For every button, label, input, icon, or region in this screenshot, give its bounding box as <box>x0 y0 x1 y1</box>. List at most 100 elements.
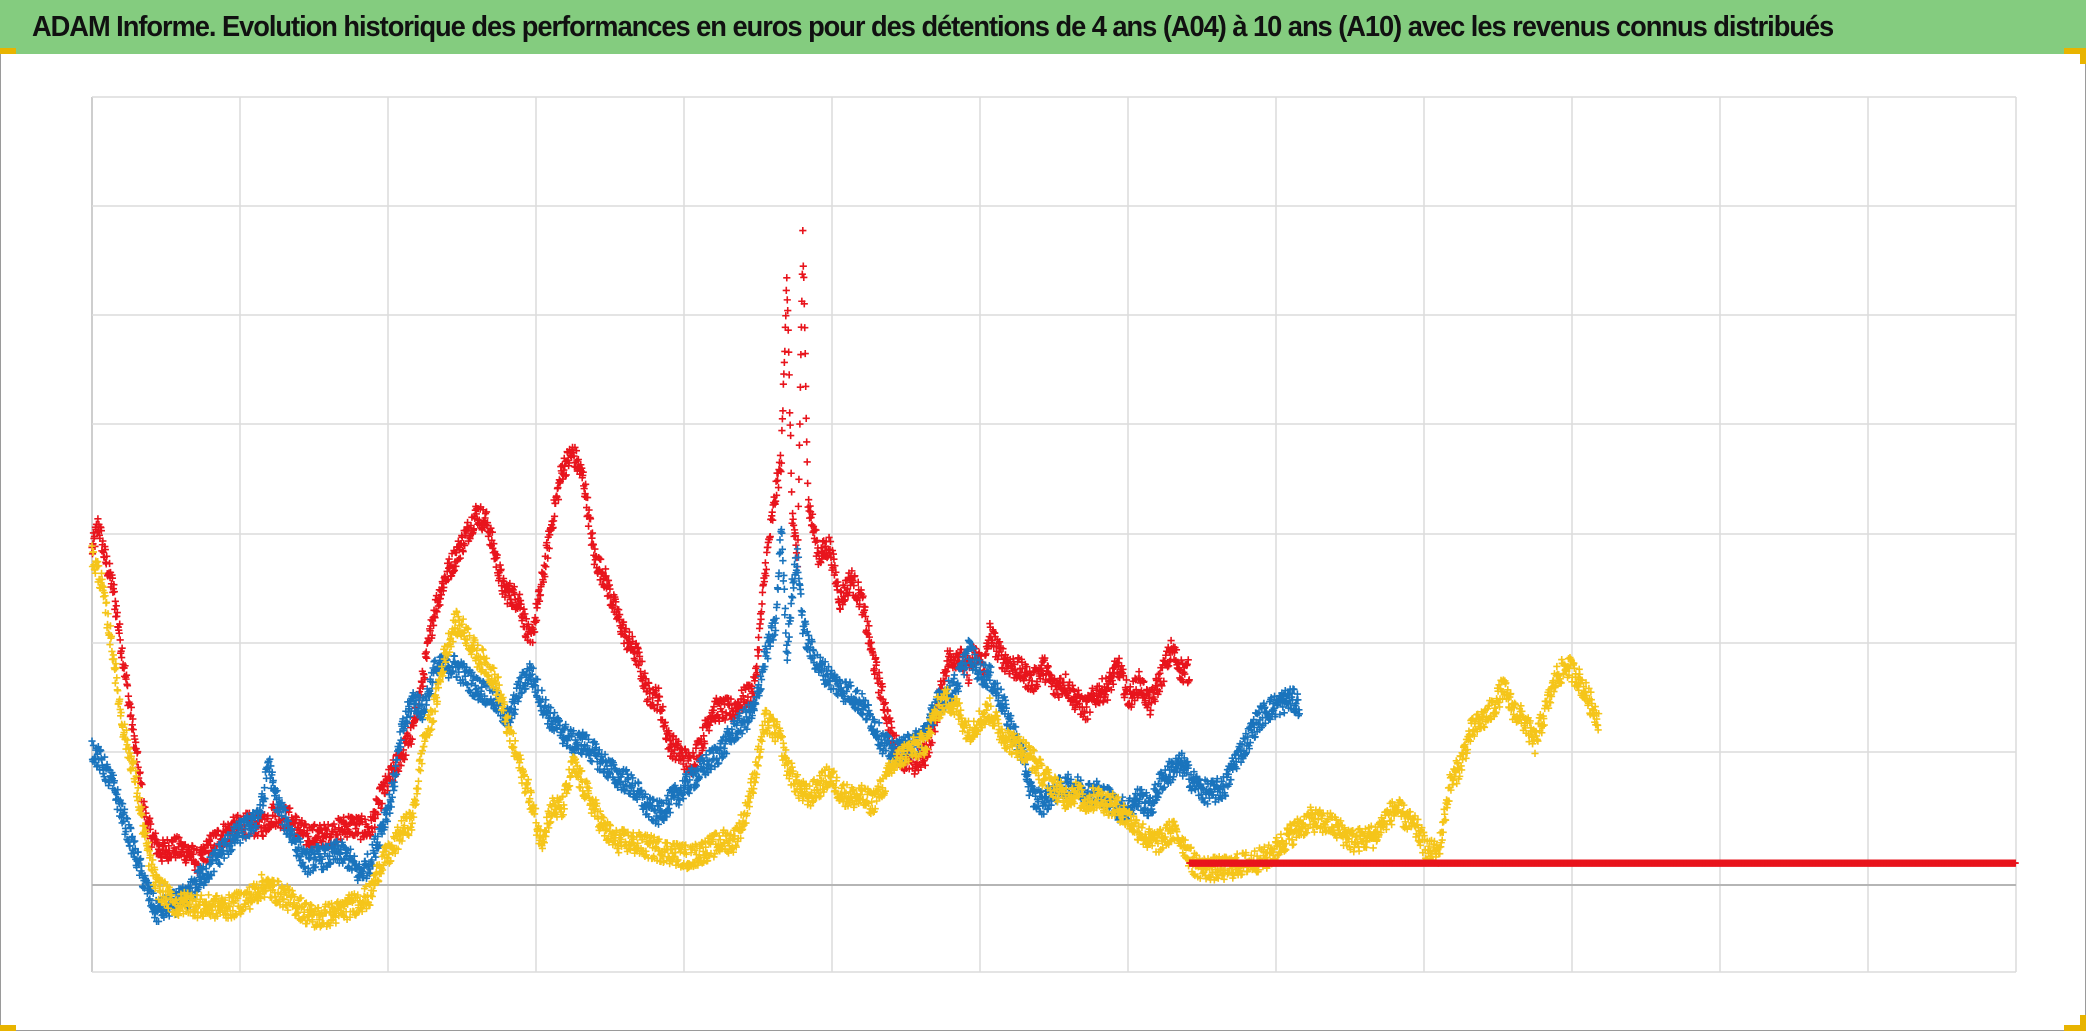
data-point-marker <box>371 814 379 823</box>
data-point-marker <box>443 567 451 576</box>
data-point-marker <box>799 226 807 235</box>
data-point-marker <box>778 426 786 435</box>
data-point-marker <box>802 382 810 391</box>
data-point-marker <box>298 817 306 825</box>
data-point-marker <box>784 649 792 657</box>
data-point-marker <box>429 621 438 630</box>
data-point-marker <box>803 438 811 446</box>
data-point-marker <box>116 620 124 628</box>
data-point-marker <box>773 476 782 485</box>
data-point-marker <box>1025 791 1033 799</box>
data-point-marker <box>136 768 144 776</box>
data-point-marker <box>94 515 102 523</box>
data-point-marker <box>118 653 126 662</box>
data-point-marker <box>436 601 444 609</box>
data-point-marker <box>113 674 121 682</box>
data-point-marker <box>1062 670 1070 678</box>
data-point-marker <box>787 431 795 440</box>
data-point-marker <box>785 633 793 641</box>
data-point-marker <box>103 552 111 560</box>
data-point-marker <box>111 665 119 674</box>
data-point-marker <box>123 682 132 690</box>
data-point-marker <box>782 286 790 294</box>
data-point-marker <box>785 348 793 356</box>
data-point-marker <box>762 565 770 574</box>
data-point-marker <box>354 828 362 837</box>
data-point-marker <box>138 780 146 789</box>
data-point-marker <box>783 296 791 304</box>
data-point-marker <box>155 841 164 849</box>
data-point-marker <box>796 383 804 391</box>
data-point-marker <box>436 595 444 603</box>
data-point-marker <box>788 488 796 496</box>
data-point-marker <box>378 799 386 808</box>
data-point-marker <box>776 451 785 460</box>
data-point-marker <box>793 545 802 553</box>
data-point-marker <box>795 475 803 483</box>
data-point-marker <box>158 857 166 865</box>
data-point-marker <box>410 722 418 730</box>
data-point-marker <box>779 380 787 388</box>
data-point-marker <box>170 844 178 852</box>
data-point-marker <box>330 820 338 828</box>
data-point-marker <box>785 371 793 379</box>
data-point-marker <box>853 686 861 695</box>
data-point-marker <box>486 541 494 549</box>
data-point-marker <box>780 358 788 367</box>
data-point-marker <box>778 415 787 423</box>
data-point-marker <box>431 614 439 622</box>
data-point-marker <box>331 825 339 834</box>
data-point-marker <box>131 735 139 743</box>
data-point-marker <box>540 561 548 569</box>
corner-marker-bottom-right <box>2064 1015 2086 1031</box>
data-point-marker <box>461 541 469 550</box>
data-point-marker <box>129 726 137 734</box>
data-point-marker <box>137 779 145 787</box>
data-point-marker <box>805 496 813 504</box>
data-point-marker <box>754 652 762 660</box>
data-point-marker <box>779 407 787 415</box>
data-point-marker <box>538 686 546 695</box>
data-point-marker <box>779 557 787 565</box>
data-point-marker <box>97 527 105 535</box>
data-point-marker <box>452 562 460 570</box>
data-point-marker <box>371 823 379 831</box>
data-point-marker <box>115 629 123 637</box>
data-point-marker <box>799 262 807 270</box>
data-point-marker <box>803 458 811 466</box>
data-point-marker <box>783 274 791 282</box>
data-point-marker <box>584 522 593 530</box>
data-point-marker <box>374 810 382 818</box>
data-point-marker <box>455 555 463 563</box>
data-point-marker <box>542 563 550 571</box>
data-point-marker <box>363 850 372 858</box>
data-point-marker <box>470 525 478 533</box>
data-point-marker <box>361 815 369 824</box>
data-point-marker <box>433 608 441 616</box>
data-point-marker <box>110 588 118 596</box>
data-point-marker <box>459 548 467 556</box>
data-point-marker <box>110 581 118 589</box>
data-point-marker <box>757 615 765 623</box>
data-point-marker <box>450 652 459 660</box>
data-point-marker <box>111 679 119 687</box>
data-point-marker <box>634 779 643 787</box>
data-point-marker <box>342 820 351 829</box>
data-point-marker <box>488 528 496 536</box>
data-point-marker <box>586 757 595 765</box>
data-point-marker <box>434 602 443 610</box>
data-point-marker <box>774 585 782 593</box>
data-point-marker <box>260 784 269 792</box>
data-point-marker <box>440 583 448 592</box>
data-point-marker <box>368 828 376 836</box>
data-point-marker <box>408 735 416 743</box>
data-point-marker <box>456 554 464 562</box>
data-point-marker <box>352 825 360 833</box>
data-point-marker <box>782 647 790 656</box>
data-point-marker <box>758 600 766 608</box>
data-point-marker <box>492 550 500 558</box>
corner-marker-top-right <box>2064 48 2086 64</box>
data-point-marker <box>804 479 812 487</box>
data-point-marker <box>169 838 177 846</box>
data-point-marker <box>1044 663 1052 671</box>
